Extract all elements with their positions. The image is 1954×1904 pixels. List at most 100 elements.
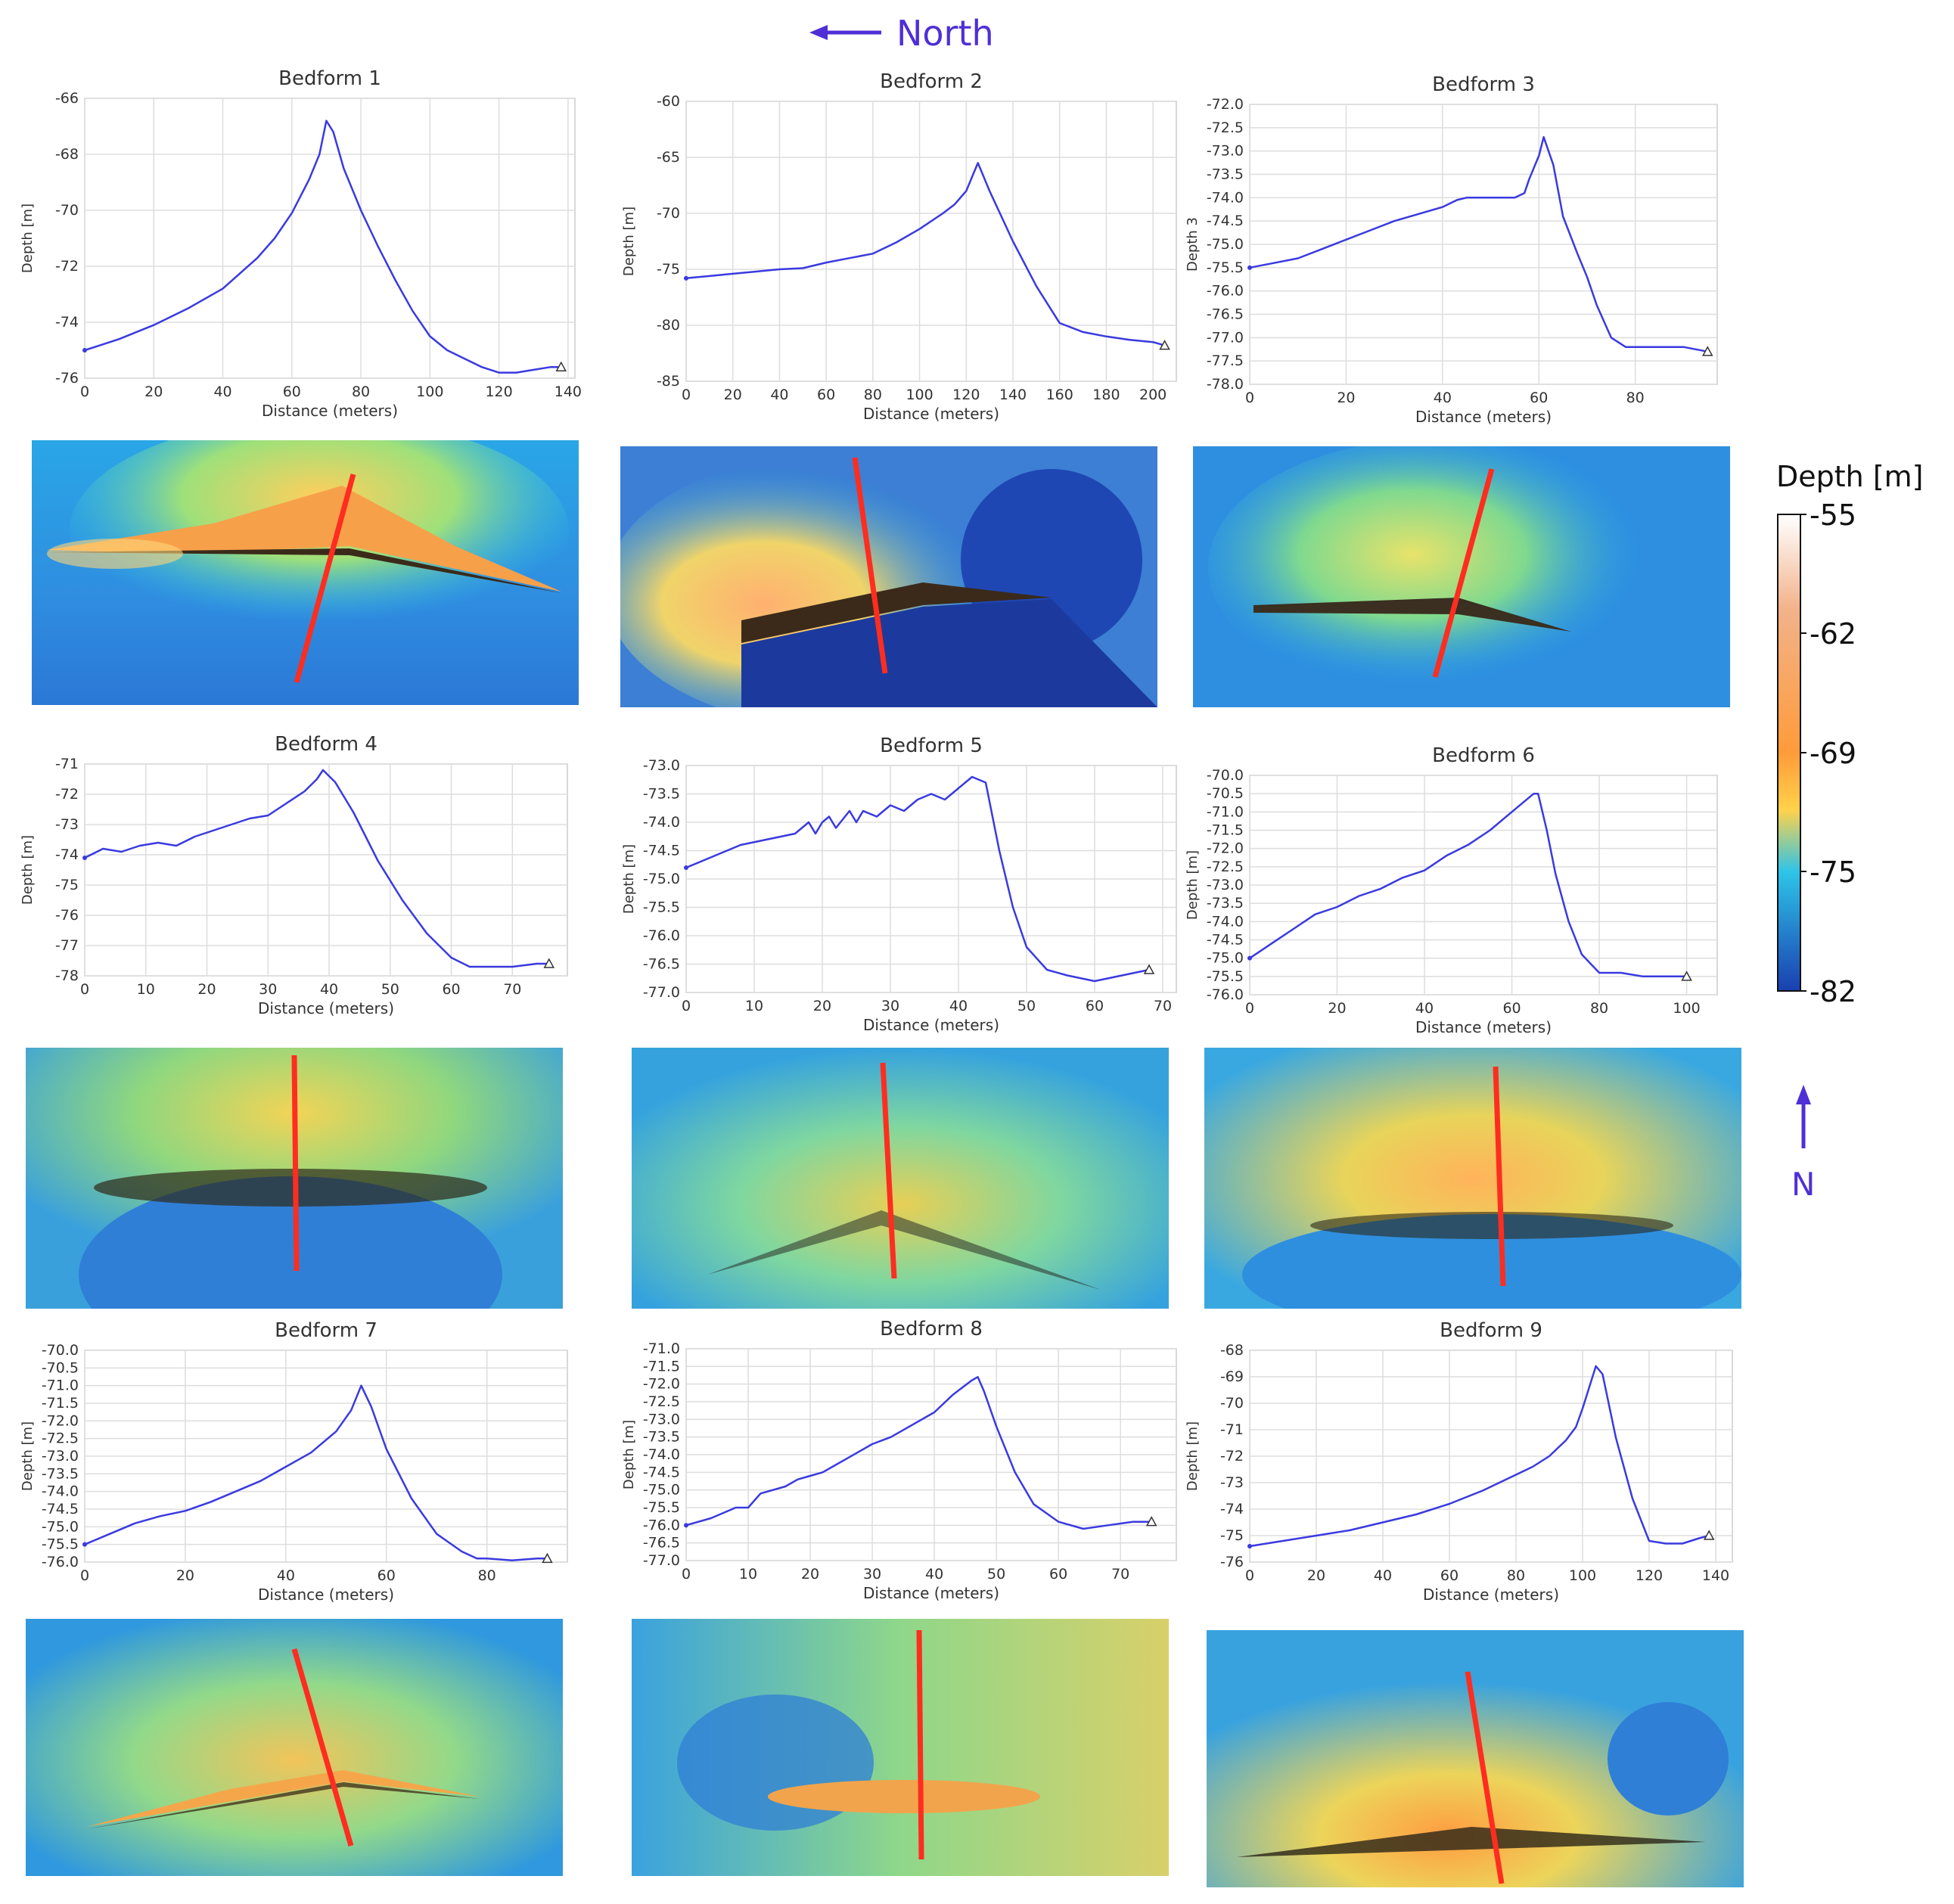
plot-frame	[84, 98, 576, 379]
north-header: North	[802, 5, 999, 57]
y-tick-label: -73.5	[643, 786, 680, 803]
profile-end-marker	[1143, 964, 1155, 974]
profile-end-marker	[1703, 1530, 1715, 1540]
y-tick-label: -74.5	[1207, 213, 1244, 229]
chart-title: Bedform 4	[275, 733, 377, 756]
north-marker-label: N	[1791, 1166, 1815, 1203]
depth-profile-line	[685, 162, 1165, 346]
y-tick-label: -74	[1220, 1501, 1244, 1517]
y-tick-label: -80	[657, 317, 680, 334]
y-axis-label: Depth [m]	[621, 1420, 637, 1489]
y-tick-label: -76.5	[643, 1535, 680, 1551]
x-tick-label: 60	[1049, 1566, 1067, 1583]
x-tick-label: 80	[1507, 1567, 1525, 1584]
x-tick-label: 100	[1569, 1567, 1596, 1584]
y-tick-label: -76.0	[643, 927, 680, 944]
x-tick-label: 60	[817, 387, 835, 403]
x-tick-label: 140	[555, 384, 582, 400]
colorbar-ticks: -55 -62 -69 -75 -82	[1800, 499, 1856, 1008]
x-tick-label: 60	[1530, 390, 1548, 406]
profile-start-marker	[82, 348, 87, 353]
x-tick-label: 0	[80, 1567, 89, 1584]
y-tick-label: -75.5	[643, 899, 680, 916]
profile-start-marker	[684, 865, 688, 870]
y-tick-label: -74.5	[42, 1501, 79, 1517]
x-tick-label: 120	[485, 384, 512, 400]
chart-title: Bedform 8	[880, 1318, 983, 1340]
y-tick-label: -66	[55, 90, 79, 107]
y-axis-label: Depth [m]	[20, 835, 36, 905]
y-tick-label: -70	[657, 205, 680, 222]
section-line	[291, 1648, 354, 1847]
y-tick-label: -70.5	[1207, 785, 1244, 802]
y-tick-label: -75.0	[643, 871, 680, 887]
y-tick-label: -76.5	[1207, 306, 1244, 323]
y-tick-label: -72.0	[1207, 840, 1244, 857]
colorbar-tick-label: -62	[1810, 617, 1856, 651]
section-line	[294, 474, 356, 683]
x-tick-label: 60	[1502, 1000, 1521, 1017]
y-tick-label: -74.0	[1207, 913, 1244, 930]
north-marker: N	[1785, 1082, 1831, 1203]
x-tick-label: 40	[1374, 1567, 1392, 1584]
y-tick-label: -74	[55, 846, 79, 863]
y-tick-label: -77.0	[643, 984, 680, 1001]
y-tick-label: -75.5	[643, 1499, 680, 1516]
y-tick-label: -76	[1220, 1554, 1244, 1570]
y-tick-label: -76	[55, 370, 79, 387]
x-tick-label: 120	[952, 387, 980, 403]
x-tick-label: 60	[1440, 1567, 1459, 1584]
chart-title: Bedform 1	[278, 67, 381, 90]
x-tick-label: 60	[377, 1567, 396, 1584]
x-tick-label: 100	[1673, 1000, 1700, 1017]
y-tick-label: -69	[1220, 1368, 1244, 1385]
y-tick-label: -76	[55, 907, 79, 924]
y-axis-label: Depth [m]	[20, 1421, 36, 1491]
x-tick-label: 120	[1636, 1567, 1663, 1584]
depth-profile-line	[1249, 135, 1708, 353]
x-tick-label: 0	[682, 1566, 691, 1583]
y-tick-label: -72.0	[1207, 96, 1244, 113]
y-tick-label: -70	[55, 202, 79, 219]
chart-title: Bedform 9	[1440, 1319, 1542, 1342]
y-tick-label: -71.5	[1207, 822, 1244, 839]
x-tick-label: 10	[739, 1566, 757, 1583]
y-tick-label: -77.0	[643, 1552, 680, 1569]
y-tick-label: -70.0	[42, 1342, 79, 1359]
colorbar-tick-label: -55	[1810, 499, 1856, 532]
x-tick-label: 40	[320, 981, 338, 998]
chart-bedform-7: Bedform 70 20 40 60 80-76.0-75.5-75.0-74.5-7…	[20, 1319, 568, 1604]
y-tick-label: -71.5	[643, 1358, 680, 1374]
chart-bedform-4: Bedform 4 0 10 20 30 40 50 60 70 -78 -77 -76 -75 -74 -…	[20, 733, 568, 1017]
chart-title: Bedform 6	[1432, 744, 1535, 767]
chart-title: Bedform 3	[1432, 73, 1535, 96]
y-tick-label: -73.0	[643, 1411, 680, 1427]
y-tick-label: -73.5	[1207, 895, 1244, 912]
y-tick-label: -72.0	[42, 1412, 79, 1429]
x-tick-label: 60	[442, 981, 460, 998]
depth-profile-line	[1249, 792, 1687, 978]
profile-start-marker	[684, 1523, 688, 1528]
y-tick-label: -74.5	[1207, 932, 1244, 949]
y-tick-label: -77.5	[1207, 353, 1244, 369]
plot-frame	[685, 101, 1177, 382]
x-tick-label: 20	[724, 387, 742, 403]
colorbar-tick-label: -69	[1810, 737, 1856, 770]
x-tick-label: 80	[478, 1567, 496, 1584]
x-tick-label: 70	[1154, 998, 1172, 1014]
x-tick-label: 140	[1702, 1567, 1729, 1584]
map-bedform-2	[605, 446, 1157, 726]
chart-bedform-3: Bedform 3 0 20 40 60 80 -78.0 -77.5 -77.0 -76.5 -7…	[1185, 73, 1718, 426]
y-tick-label: -73.0	[1207, 877, 1244, 893]
x-tick-label: 80	[864, 387, 882, 403]
chart-bedform-1: Bedform 1 0 20 40 60 80 100 120 140 -76 -74 -72 -70 -…	[20, 67, 582, 420]
north-arrow-icon: North	[809, 13, 994, 54]
y-tick-label: -71.0	[42, 1378, 79, 1394]
y-tick-label: -72.0	[643, 1376, 680, 1393]
x-tick-label: 50	[1017, 998, 1036, 1014]
map-bedform-7	[26, 1619, 563, 1876]
x-axis-label: Distance (meters)	[258, 999, 394, 1017]
colorbar-gradient	[1777, 514, 1801, 992]
depth-profile-line	[84, 120, 561, 374]
y-tick-label: -71	[1220, 1421, 1244, 1438]
